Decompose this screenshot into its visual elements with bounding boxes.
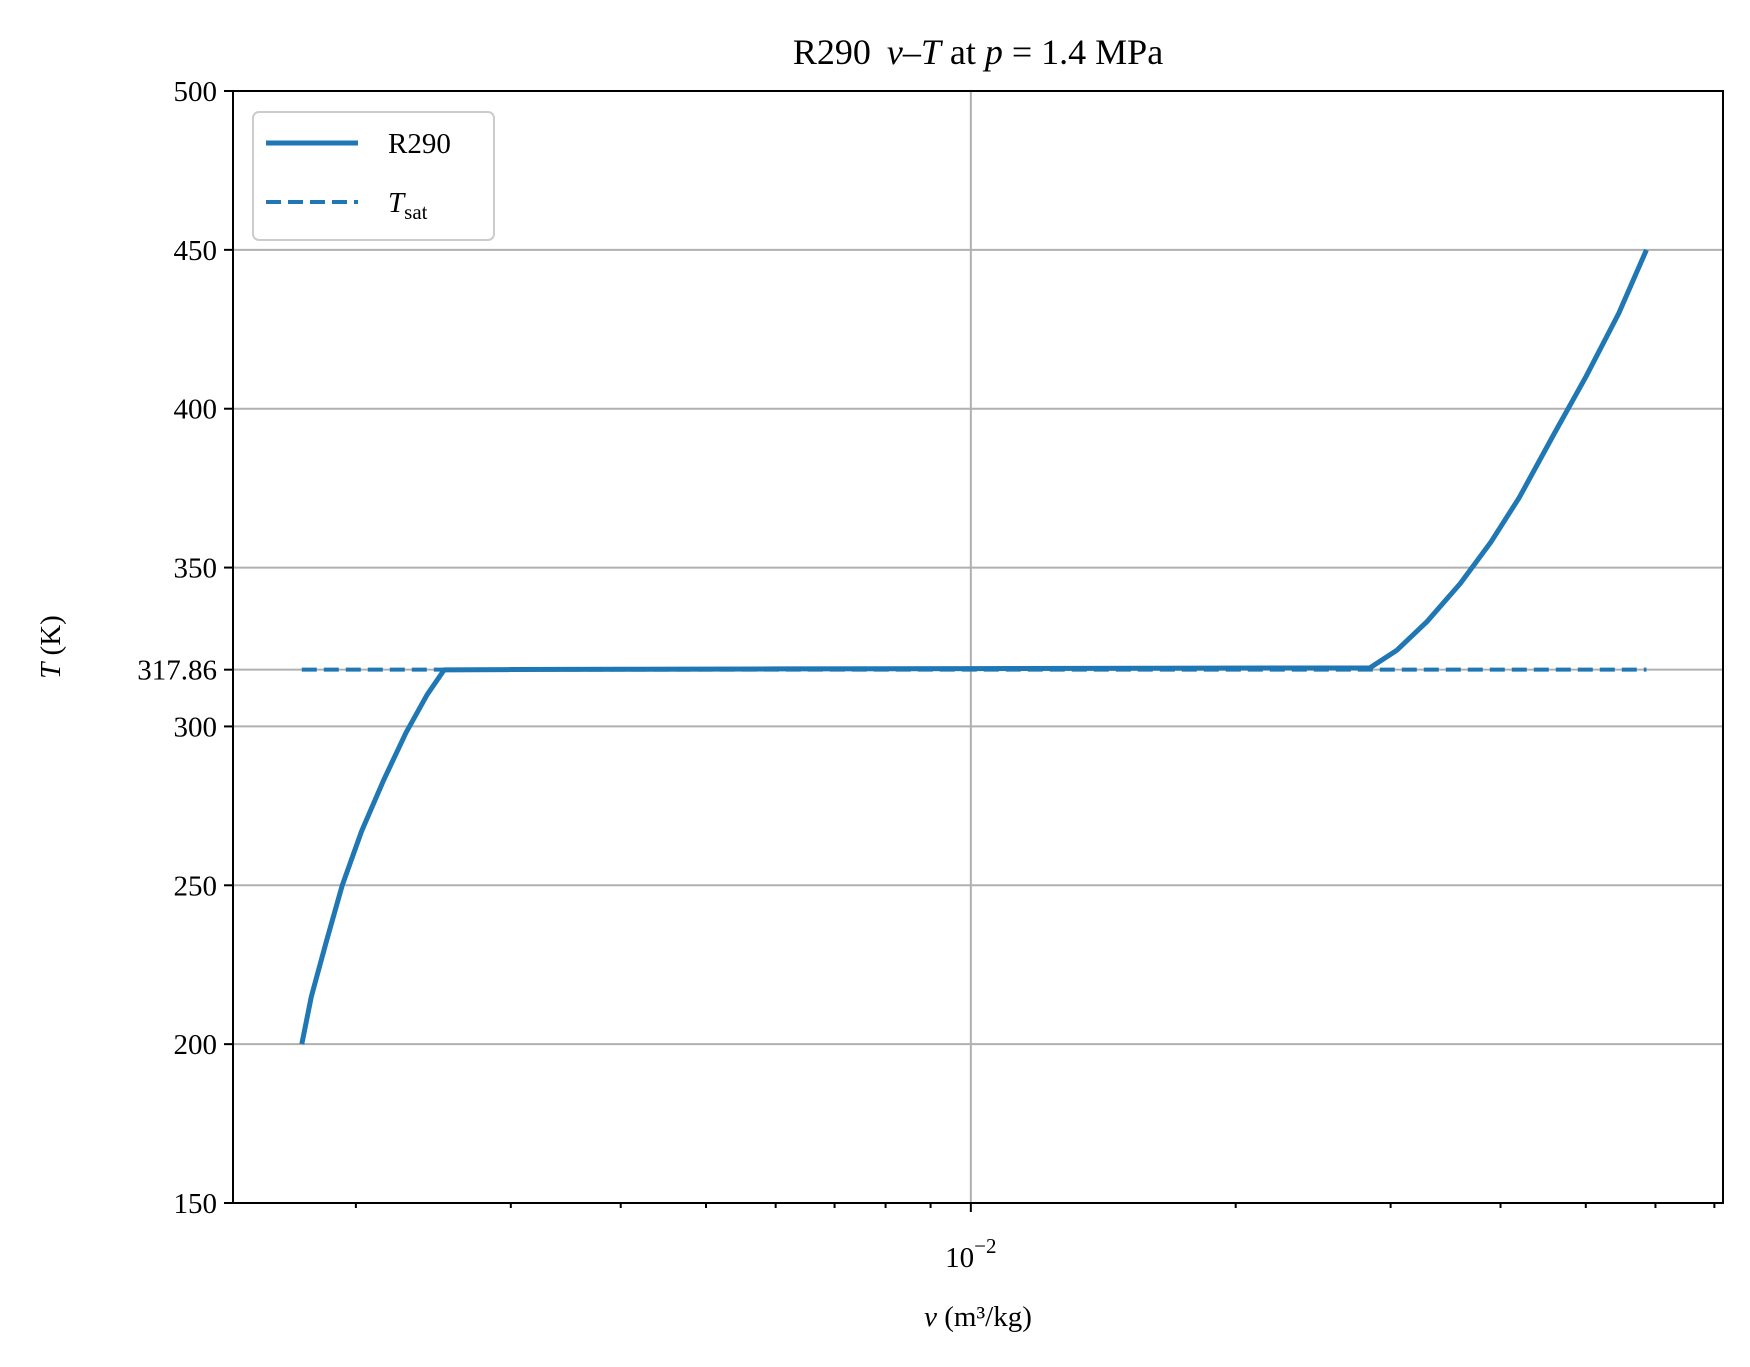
y-tick-label: 200 (174, 1029, 218, 1061)
y-tick-label: 150 (174, 1188, 218, 1220)
y-axis-label: T (K) (35, 615, 67, 679)
y-tick-label: 400 (174, 394, 218, 426)
y-tick-label: 350 (174, 553, 218, 585)
legend-box (252, 111, 495, 241)
legend-label-tsat: Tsat (388, 187, 428, 224)
x-axis-label: v (m³/kg) (924, 1301, 1032, 1333)
plot-lines (299, 248, 1649, 1045)
grid-lines (233, 91, 1723, 1203)
series-line-r290 (299, 248, 1649, 1045)
y-tick-label: 317.86 (137, 655, 217, 687)
chart-title: R290 v–T at p = 1.4 MPa (793, 32, 1163, 72)
axes (232, 90, 1724, 1204)
x-tick-label: 10−2 (945, 1234, 996, 1274)
y-tick-label: 300 (174, 711, 218, 743)
y-ticks: 150 200 250 300 317.86 350 400 450 500 (137, 76, 233, 1220)
y-tick-label: 500 (174, 76, 218, 108)
y-tick-label: 250 (174, 870, 218, 902)
legend: R290 Tsat (252, 111, 495, 241)
x-ticks: 10−2 (354, 1203, 1716, 1274)
legend-label-r290: R290 (388, 128, 451, 160)
y-tick-label: 450 (174, 235, 218, 267)
plot-frame (232, 90, 1724, 1204)
